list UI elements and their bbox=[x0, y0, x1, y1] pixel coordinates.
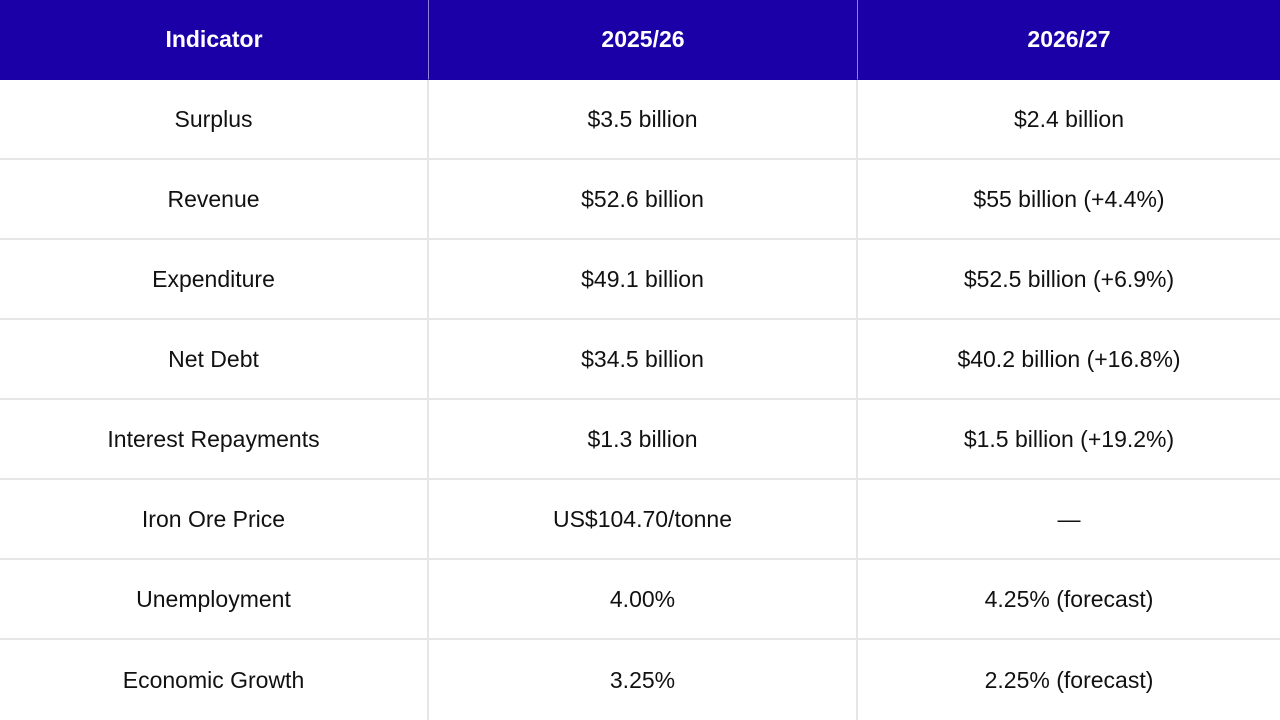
row-unemployment-indicator: Unemployment bbox=[0, 560, 429, 640]
row-growth-2025-26: 3.25% bbox=[429, 640, 858, 720]
row-expenditure-indicator: Expenditure bbox=[0, 240, 429, 320]
row-interest-2025-26: $1.3 billion bbox=[429, 400, 858, 480]
row-growth-2026-27: 2.25% (forecast) bbox=[984, 666, 1154, 693]
row-expenditure-2025-26: $49.1 billion bbox=[429, 240, 858, 320]
row-unemployment-2025-26: 4.00% bbox=[429, 560, 858, 640]
row-net-debt-2026-27: $40.2 billion (+16.8%) bbox=[858, 320, 1280, 400]
row-revenue-indicator: Revenue bbox=[0, 160, 429, 240]
row-growth-indicator: Economic Growth bbox=[0, 640, 429, 720]
row-iron-ore-2026-27: — bbox=[858, 480, 1280, 560]
row-iron-ore-indicator: Iron Ore Price bbox=[0, 480, 429, 560]
row-net-debt-2025-26: $34.5 billion bbox=[429, 320, 858, 400]
header-2026-27: 2026/27 bbox=[858, 0, 1280, 80]
row-revenue-2025-26: $52.6 billion bbox=[429, 160, 858, 240]
header-2025-26: 2025/26 bbox=[429, 0, 858, 80]
row-interest-2026-27: $1.5 billion (+19.2%) bbox=[858, 400, 1280, 480]
row-surplus-indicator: Surplus bbox=[0, 80, 429, 160]
row-unemployment-2026-27: 4.25% (forecast) bbox=[858, 560, 1280, 640]
row-expenditure-2026-27: $52.5 billion (+6.9%) bbox=[858, 240, 1280, 320]
row-net-debt-indicator: Net Debt bbox=[0, 320, 429, 400]
row-interest-indicator: Interest Repayments bbox=[0, 400, 429, 480]
row-surplus-2025-26: $3.5 billion bbox=[429, 80, 858, 160]
row-revenue-2026-27: $55 billion (+4.4%) bbox=[858, 160, 1280, 240]
row-iron-ore-2025-26: US$104.70/tonne bbox=[429, 480, 858, 560]
row-surplus-2026-27: $2.4 billion bbox=[858, 80, 1280, 160]
header-indicator: Indicator bbox=[0, 0, 429, 80]
